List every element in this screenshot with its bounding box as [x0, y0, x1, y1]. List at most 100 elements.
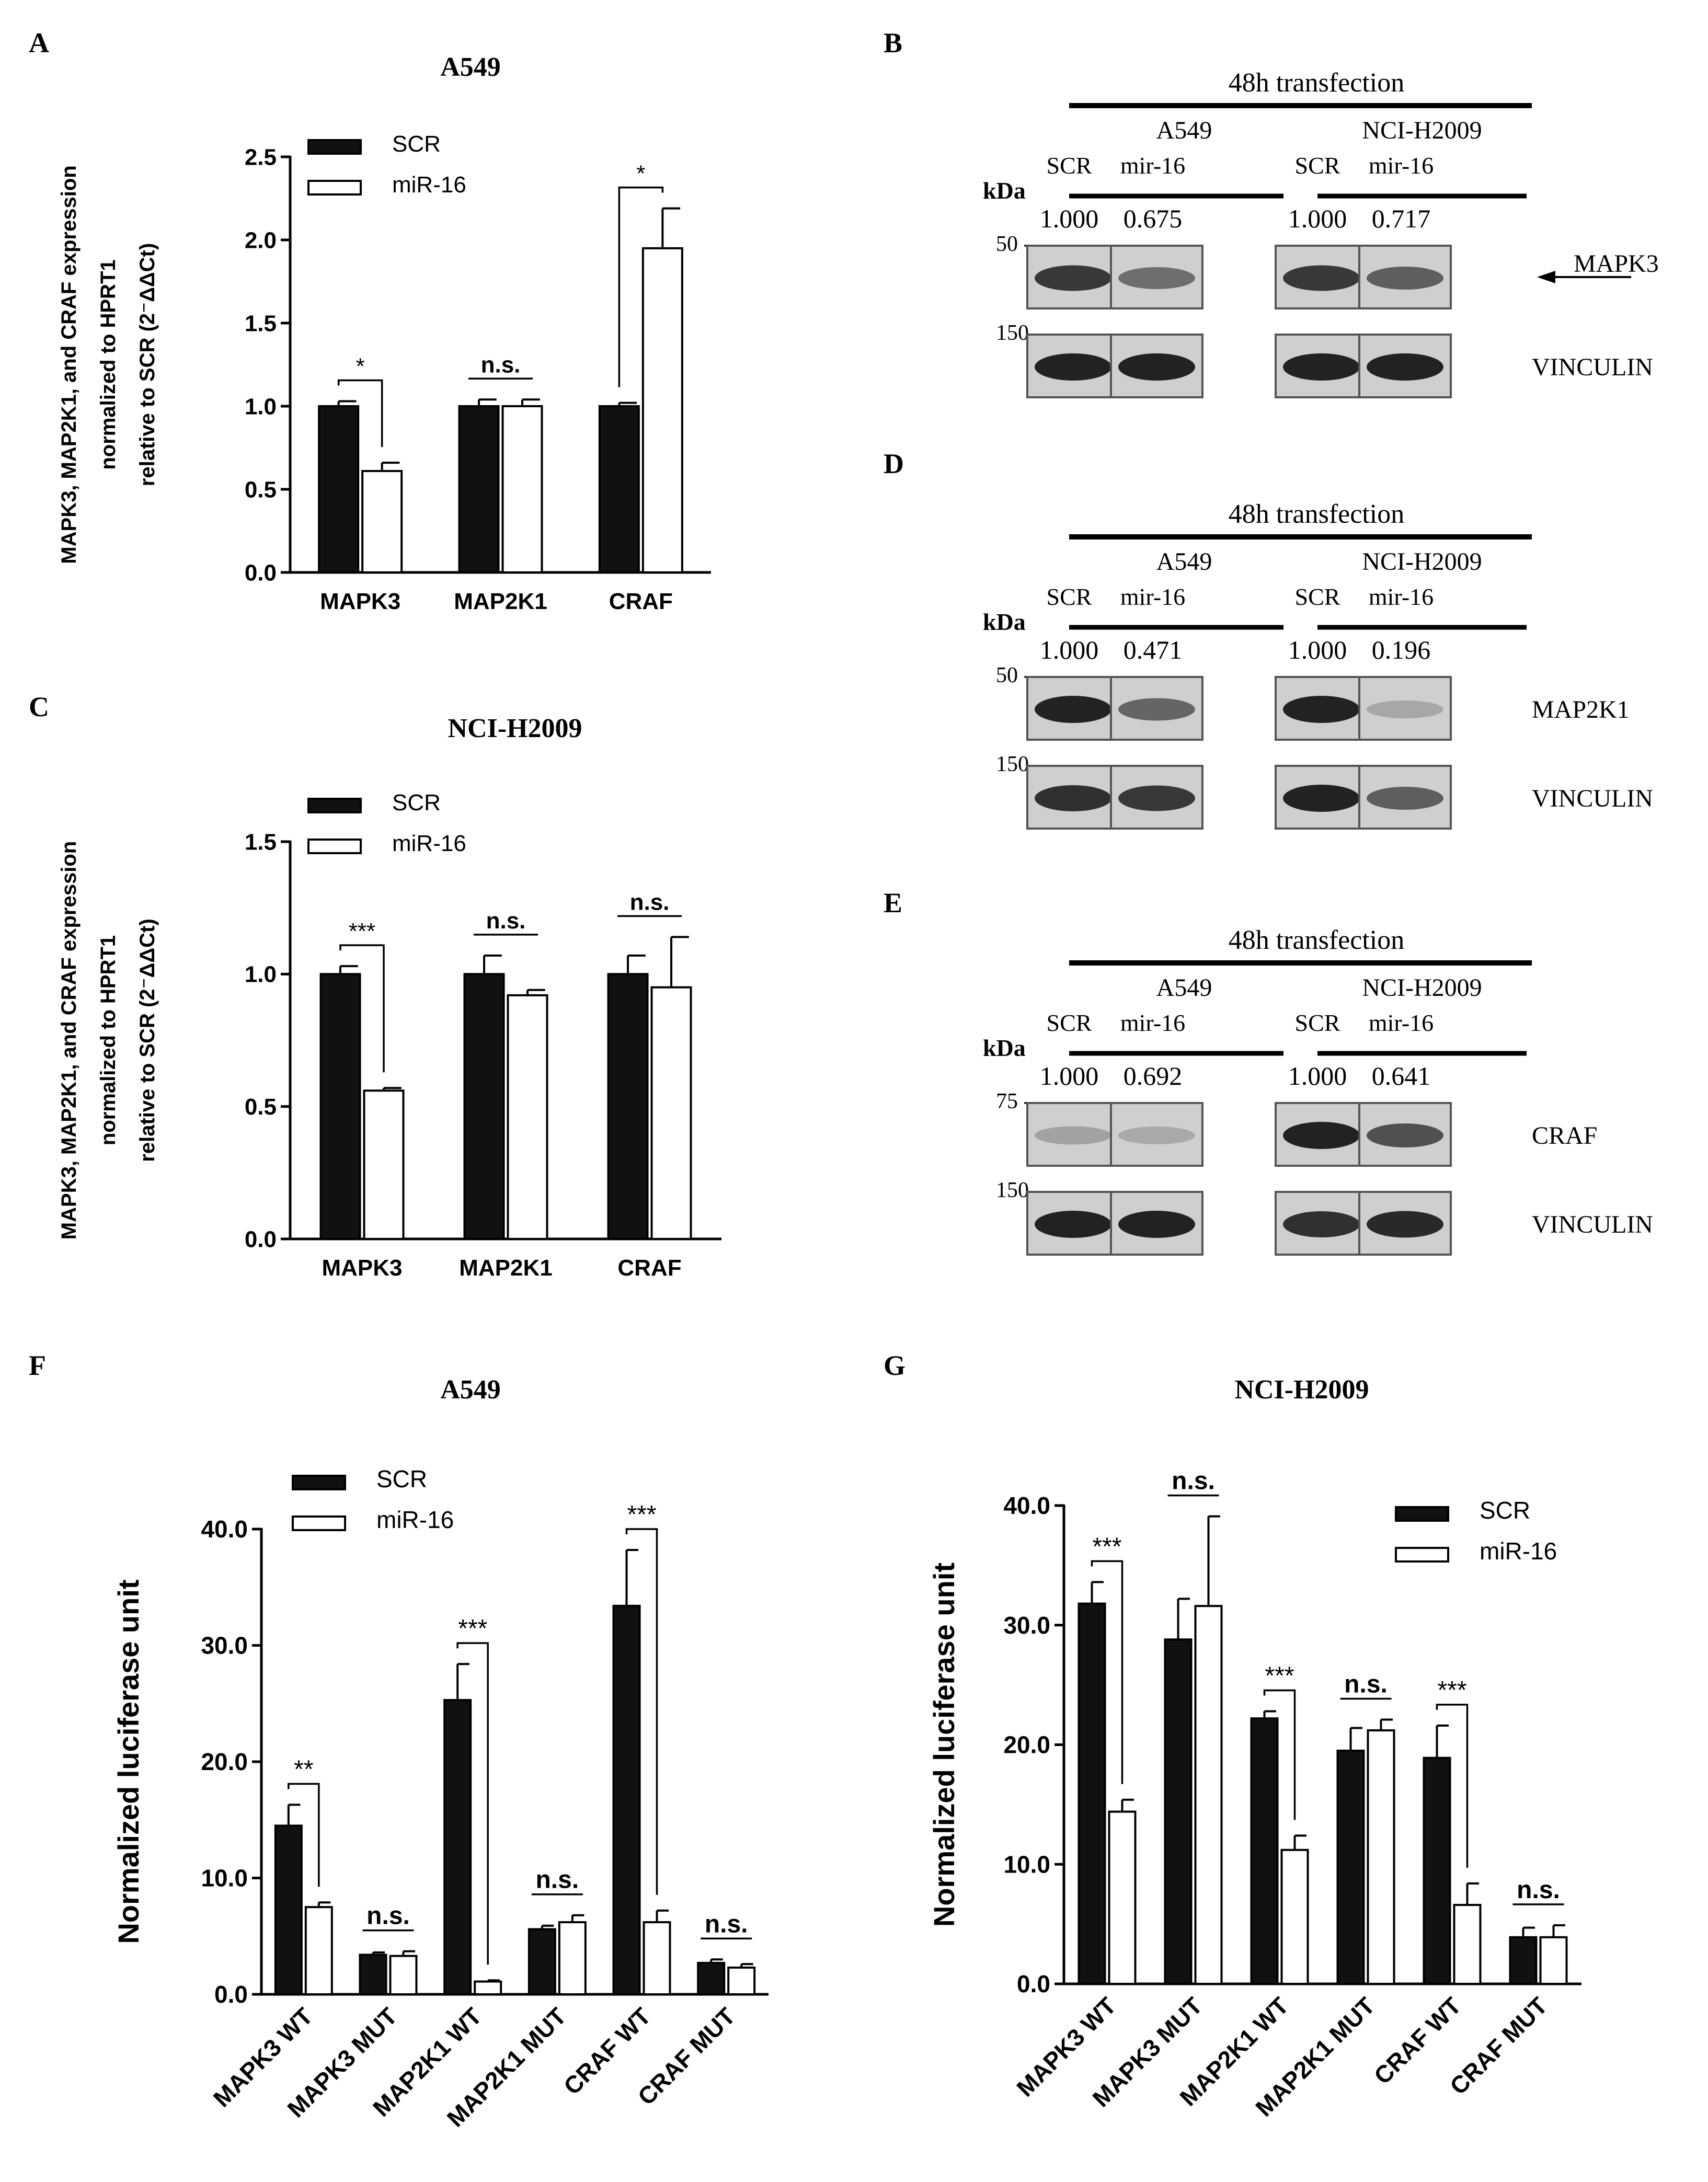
y-tick-label: 0.0	[214, 1981, 248, 2008]
bar-scr	[1336, 1749, 1365, 1985]
chart-c-h2009-qpcr: NCI-H2009 0.0 0.5 1.0 1.5 MAPK3, MAP2K1, and …	[58, 714, 721, 1281]
bar-mir16	[641, 247, 683, 573]
legend-swatch-scr	[307, 798, 362, 813]
blot-band	[1367, 700, 1443, 719]
significance-bracket	[1263, 1689, 1296, 1820]
bar-mir16	[650, 986, 692, 1240]
bar-mir16	[507, 994, 548, 1241]
y-tick-label: 0.5	[245, 1094, 277, 1120]
legend-label-scr: SCR	[1480, 1497, 1530, 1524]
quantification-value: 1.000	[1288, 1061, 1347, 1090]
bar-mir16	[643, 1921, 671, 1996]
bar-scr	[598, 405, 640, 573]
blot-band	[1283, 353, 1360, 381]
lane-label: mir-16	[1369, 1009, 1434, 1036]
blot-band	[1367, 353, 1443, 381]
kda-label: kDa	[983, 608, 1026, 635]
lane-label: mir-16	[1120, 583, 1185, 610]
blot-lane	[1110, 1102, 1203, 1167]
chart-g-h2009-luciferase: NCI-H2009 0.0 10.0 20.0 30.0 40.0 Normalized l…	[927, 1375, 1581, 2122]
cell-line-label: NCI-H2009	[1362, 974, 1482, 1002]
legend-label-mir16: miR-16	[392, 172, 466, 198]
y-tick-label: 0.0	[245, 1226, 277, 1252]
blot-band	[1035, 1211, 1111, 1238]
bar-mir16	[1280, 1848, 1309, 1985]
protein-label: MAP2K1	[1532, 696, 1630, 723]
blot-band	[1367, 1123, 1443, 1147]
legend-swatch-mir16	[1395, 1547, 1449, 1563]
y-tick-label: 10.0	[201, 1865, 248, 1892]
y-axis-label: Normalized luciferase unit	[927, 1563, 960, 1927]
legend-swatch-scr	[307, 139, 362, 155]
lane-label: SCR	[1295, 1009, 1340, 1036]
protein-label: CRAF	[1532, 1122, 1597, 1150]
blot-band	[1118, 353, 1195, 381]
lane-label: mir-16	[1120, 1009, 1185, 1036]
quantification-value: 0.692	[1124, 1061, 1183, 1090]
blot-band	[1035, 696, 1111, 723]
lane-label: SCR	[1047, 152, 1092, 179]
y-tick-label: 1.5	[245, 311, 277, 336]
y-tick-label: 0.5	[245, 477, 277, 502]
blot-band	[1118, 785, 1195, 811]
chart-title: NCI-H2009	[1234, 1375, 1369, 1405]
blot-band	[1118, 698, 1195, 721]
y-tick-label: 1.0	[245, 394, 277, 419]
bar-mir16	[501, 405, 543, 573]
significance-label: *	[356, 353, 365, 379]
bar-scr	[1164, 1638, 1193, 1985]
blot-d-map2k1: 48h transfection A549 NCI-H2009 SCR 1.000 mir…	[983, 499, 1653, 830]
blot-band	[1035, 785, 1111, 811]
bar-mir16	[727, 1966, 756, 1995]
chart-f-a549-luciferase: A549 0.0 10.0 20.0 30.0 40.0 Normalized lucife…	[112, 1375, 769, 2132]
kda-label: kDa	[983, 177, 1026, 204]
x-category-label: MAPK3	[322, 1255, 402, 1281]
legend-swatch-mir16	[292, 1515, 346, 1531]
quantification-value: 0.471	[1124, 635, 1183, 664]
significance-bracket	[456, 1642, 489, 1965]
bar-mir16	[1539, 1936, 1568, 1985]
legend-label-mir16: miR-16	[1480, 1537, 1557, 1565]
chart-title: A549	[440, 1375, 501, 1405]
y-axis-label: normalized to HPRT1	[97, 259, 120, 469]
quantification-value: 1.000	[1040, 1061, 1099, 1090]
mw-marker: 75 -	[996, 1089, 1031, 1113]
blot-band	[1283, 696, 1360, 723]
panel-label-d: D	[884, 448, 904, 479]
significance-bracket	[1436, 1704, 1469, 1868]
significance-bracket	[288, 1783, 320, 1887]
panel-label-b: B	[884, 27, 902, 59]
y-tick-label: 2.0	[245, 227, 277, 253]
significance-label: ***	[1437, 1676, 1466, 1704]
lane-label: mir-16	[1369, 583, 1434, 610]
legend-label-scr: SCR	[392, 131, 441, 157]
significance-bracket	[618, 186, 664, 387]
bar-mir16	[1367, 1729, 1395, 1985]
significance-bracket	[1091, 1560, 1124, 1784]
bar-scr	[318, 405, 360, 573]
protein-label: VINCULIN	[1532, 353, 1653, 381]
significance-label: n.s.	[630, 889, 670, 915]
quantification-value: 0.675	[1124, 204, 1183, 233]
legend-label-scr: SCR	[392, 790, 441, 816]
blot-band	[1035, 265, 1111, 291]
significance-label: n.s.	[1517, 1876, 1560, 1904]
lane-label: SCR	[1047, 583, 1092, 610]
significance-label: n.s.	[535, 1866, 579, 1894]
legend-label-mir16: miR-16	[376, 1506, 454, 1533]
quantification-value: 1.000	[1288, 635, 1347, 664]
panel-label-a: A	[29, 27, 49, 59]
significance-label: ***	[1265, 1662, 1294, 1690]
bar-mir16	[1453, 1904, 1482, 1985]
significance-label: n.s.	[1344, 1670, 1388, 1698]
significance-bracket	[625, 1528, 658, 1895]
significance-label: n.s.	[481, 352, 521, 377]
blot-band	[1035, 353, 1111, 381]
significance-label: **	[294, 1755, 313, 1783]
blot-header: 48h transfection	[1229, 68, 1404, 98]
significance-label: ***	[458, 1615, 487, 1643]
y-axis-label: relative to SCR (2⁻ΔΔCt)	[136, 243, 159, 486]
quantification-value: 1.000	[1040, 204, 1099, 233]
blot-band	[1283, 1122, 1360, 1149]
blot-band	[1118, 267, 1195, 289]
